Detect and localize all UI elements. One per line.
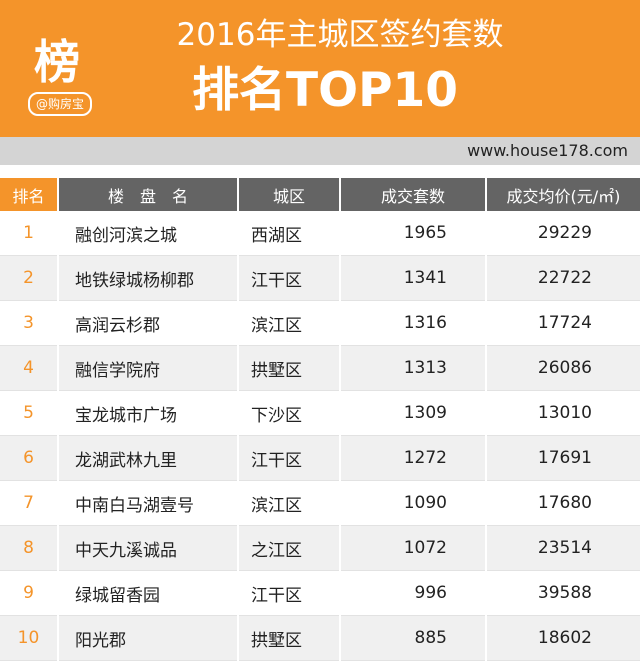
- title-line-1: 2016年主城区签约套数: [176, 17, 504, 53]
- district-cell: 江干区: [237, 255, 340, 301]
- banner-header: 榜 @购房宝 2016年主城区签约套数 排名TOP10: [0, 0, 640, 137]
- district-cell: 江干区: [237, 570, 340, 616]
- rank-cell: 5: [0, 390, 58, 436]
- price-cell: 17680: [485, 480, 640, 526]
- project-name-cell: 地铁绿城杨柳郡: [57, 255, 238, 301]
- title-line-2: 排名TOP10: [192, 63, 458, 118]
- project-name-cell: 中天九溪诚品: [57, 525, 238, 571]
- column-header-price: 成交均价(元/㎡): [485, 178, 640, 211]
- table-row: 4 融信学院府 拱墅区 1313 26086: [0, 345, 640, 391]
- rank-cell: 1: [0, 211, 58, 256]
- units-cell: 885: [339, 615, 486, 661]
- table-row: 5 宝龙城市广场 下沙区 1309 13010: [0, 390, 640, 436]
- rank-cell: 7: [0, 480, 58, 526]
- table-row: 3 高润云杉郡 滨江区 1316 17724: [0, 300, 640, 346]
- project-name-cell: 绿城留香园: [57, 570, 238, 616]
- district-cell: 拱墅区: [237, 345, 340, 391]
- project-name-cell: 宝龙城市广场: [57, 390, 238, 436]
- table-row: 6 龙湖武林九里 江干区 1272 17691: [0, 435, 640, 481]
- column-header-name: 楼 盘 名: [57, 178, 238, 211]
- units-cell: 1965: [339, 211, 486, 256]
- url-strip: [0, 137, 640, 165]
- table-row: 7 中南白马湖壹号 滨江区 1090 17680: [0, 480, 640, 526]
- column-header-district: 城区: [237, 178, 340, 211]
- rank-cell: 3: [0, 300, 58, 346]
- table-row: 9 绿城留香园 江干区 996 39588: [0, 570, 640, 616]
- ranking-table: 排名 楼 盘 名 城区 成交套数 成交均价(元/㎡) 1 融创河滨之城 西湖区 196…: [0, 178, 640, 661]
- price-cell: 29229: [485, 211, 640, 256]
- project-name-cell: 高润云杉郡: [57, 300, 238, 346]
- price-cell: 22722: [485, 255, 640, 301]
- column-header-units: 成交套数: [339, 178, 486, 211]
- price-cell: 18602: [485, 615, 640, 661]
- rank-cell: 8: [0, 525, 58, 571]
- units-cell: 1309: [339, 390, 486, 436]
- logo: 榜 @购房宝: [22, 35, 98, 116]
- district-cell: 滨江区: [237, 300, 340, 346]
- column-header-rank: 排名: [0, 178, 58, 211]
- units-cell: 1072: [339, 525, 486, 571]
- price-cell: 17691: [485, 435, 640, 481]
- price-cell: 39588: [485, 570, 640, 616]
- units-cell: 1272: [339, 435, 486, 481]
- price-cell: 26086: [485, 345, 640, 391]
- price-cell: 17724: [485, 300, 640, 346]
- district-cell: 滨江区: [237, 480, 340, 526]
- units-cell: 1316: [339, 300, 486, 346]
- price-cell: 13010: [485, 390, 640, 436]
- table-row: 1 融创河滨之城 西湖区 1965 29229: [0, 211, 640, 256]
- table-row: 10 阳光郡 拱墅区 885 18602: [0, 615, 640, 661]
- table-row: 8 中天九溪诚品 之江区 1072 23514: [0, 525, 640, 571]
- site-url: www.house178.com: [467, 141, 628, 160]
- project-name-cell: 龙湖武林九里: [57, 435, 238, 481]
- logo-tag: @购房宝: [28, 92, 93, 116]
- project-name-cell: 阳光郡: [57, 615, 238, 661]
- project-name-cell: 融创河滨之城: [57, 211, 238, 256]
- table-header-row: 排名 楼 盘 名 城区 成交套数 成交均价(元/㎡): [0, 178, 640, 211]
- district-cell: 拱墅区: [237, 615, 340, 661]
- rank-cell: 10: [0, 615, 58, 661]
- units-cell: 1313: [339, 345, 486, 391]
- units-cell: 1341: [339, 255, 486, 301]
- units-cell: 1090: [339, 480, 486, 526]
- price-cell: 23514: [485, 525, 640, 571]
- rank-cell: 4: [0, 345, 58, 391]
- district-cell: 西湖区: [237, 211, 340, 256]
- district-cell: 江干区: [237, 435, 340, 481]
- district-cell: 下沙区: [237, 390, 340, 436]
- rank-cell: 6: [0, 435, 58, 481]
- rank-cell: 9: [0, 570, 58, 616]
- project-name-cell: 融信学院府: [57, 345, 238, 391]
- units-cell: 996: [339, 570, 486, 616]
- district-cell: 之江区: [237, 525, 340, 571]
- rank-cell: 2: [0, 255, 58, 301]
- logo-character: 榜: [34, 35, 80, 89]
- project-name-cell: 中南白马湖壹号: [57, 480, 238, 526]
- table-row: 2 地铁绿城杨柳郡 江干区 1341 22722: [0, 255, 640, 301]
